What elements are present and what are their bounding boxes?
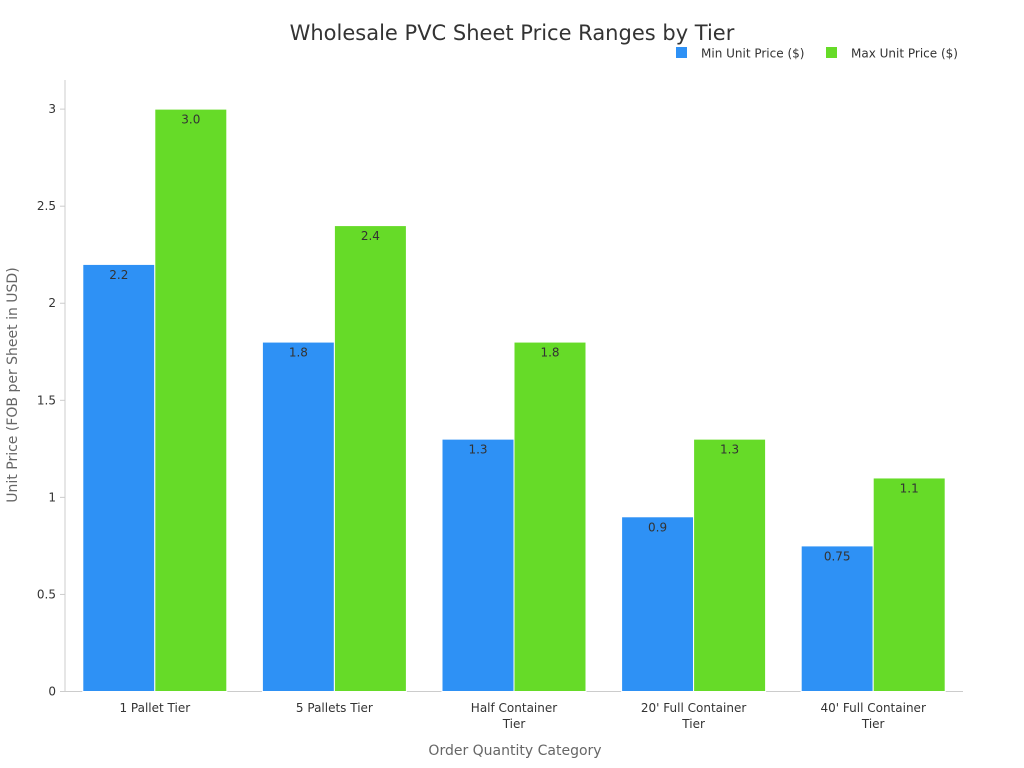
bars xyxy=(82,108,946,693)
chart-title: Wholesale PVC Sheet Price Ranges by Tier xyxy=(290,21,735,45)
data-label: 2.4 xyxy=(361,229,380,243)
data-label: 0.9 xyxy=(648,520,667,534)
x-axis-title: Order Quantity Category xyxy=(428,743,601,759)
y-tick-label: 2 xyxy=(48,296,56,310)
legend-swatch-min xyxy=(676,47,687,58)
bar-min xyxy=(82,263,156,692)
bar-min xyxy=(441,438,515,692)
y-axis-title: Unit Price (FOB per Sheet in USD) xyxy=(5,267,21,502)
legend-swatch-max xyxy=(826,47,837,58)
y-tick-label: 0 xyxy=(48,685,56,699)
bar-max xyxy=(693,438,767,692)
x-tick-label: 1 Pallet Tier xyxy=(119,701,190,715)
bar-min xyxy=(261,341,335,692)
data-label: 1.3 xyxy=(468,443,487,457)
x-tick-label: 20' Full Container Tier xyxy=(641,701,746,731)
legend-label-max: Max Unit Price ($) xyxy=(851,47,958,61)
bar-max xyxy=(154,108,228,693)
data-label: 3.0 xyxy=(181,113,200,127)
data-label: 1.8 xyxy=(289,346,308,360)
y-tick-label: 3 xyxy=(48,102,56,116)
x-tick-label: 40' Full Container Tier xyxy=(821,701,926,731)
legend-label-min: Min Unit Price ($) xyxy=(701,47,804,61)
bar-max xyxy=(513,341,587,692)
bar-max xyxy=(872,477,946,693)
y-tick-label: 1.5 xyxy=(37,393,56,407)
x-axis: 1 Pallet Tier 5 Pallets Tier Half Containe… xyxy=(65,691,963,731)
x-tick-label: Half Container Tier xyxy=(471,701,557,731)
bar-max xyxy=(333,225,407,692)
data-label: 1.1 xyxy=(900,481,919,495)
data-label: 0.75 xyxy=(824,549,851,563)
bar-min xyxy=(800,545,874,693)
data-label: 1.8 xyxy=(540,346,559,360)
legend: Min Unit Price ($) Max Unit Price ($) xyxy=(676,47,958,61)
x-tick-label: 5 Pallets Tier xyxy=(296,701,373,715)
data-label: 1.3 xyxy=(720,443,739,457)
y-tick-label: 0.5 xyxy=(37,587,56,601)
bar-min xyxy=(621,516,695,692)
data-label: 2.2 xyxy=(109,268,128,282)
y-tick-label: 2.5 xyxy=(37,199,56,213)
data-labels: 2.2 3.0 1.8 2.4 1.3 1.8 0.9 1.3 0.75 1.1 xyxy=(109,113,918,564)
y-axis: 0 0.5 1 1.5 2 2.5 3 xyxy=(37,80,66,699)
y-tick-label: 1 xyxy=(48,490,56,504)
